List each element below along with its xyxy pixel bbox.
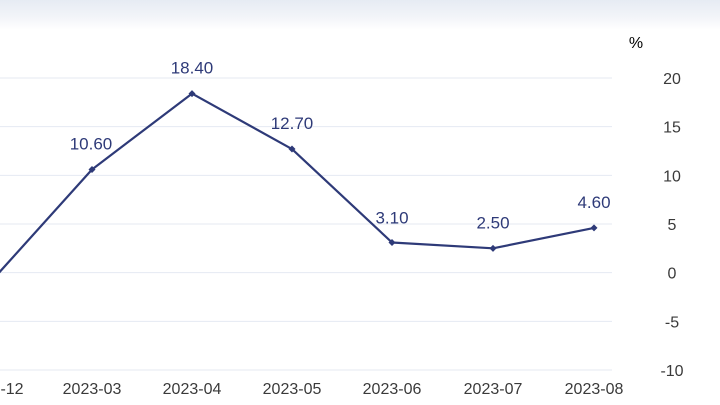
x-tick-label: 2023-06 — [363, 381, 422, 398]
x-tick-label: -12 — [0, 381, 23, 398]
data-point — [489, 244, 497, 252]
x-axis-ticks: -12 2023-03 2023-04 2023-05 2023-06 2023-07 20… — [0, 381, 623, 398]
data-label: 3.10 — [375, 208, 408, 227]
x-tick-label: 2023-05 — [263, 381, 322, 398]
y-tick-label: 0 — [668, 266, 677, 283]
data-point — [88, 165, 96, 173]
data-point — [188, 90, 196, 98]
data-label: 18.40 — [171, 59, 214, 78]
x-tick-label: 2023-07 — [464, 381, 523, 398]
data-label: 4.60 — [577, 193, 610, 212]
grid-lines — [0, 77, 612, 371]
x-tick-label: 2023-03 — [63, 381, 122, 398]
y-tick-label: 10 — [663, 168, 681, 185]
data-label: 12.70 — [271, 114, 314, 133]
data-label: 2.50 — [476, 213, 509, 232]
y-tick-label: 20 — [663, 71, 681, 88]
y-tick-label: 5 — [668, 217, 677, 234]
data-points — [88, 90, 598, 252]
data-point — [388, 238, 396, 246]
data-point — [590, 224, 598, 232]
x-tick-label: 2023-04 — [163, 381, 222, 398]
y-axis-ticks: 20 15 10 5 0 -5 -10 — [660, 71, 683, 380]
data-label: 10.60 — [70, 134, 113, 153]
y-tick-label: 15 — [663, 120, 681, 137]
cropped-header-band — [0, 0, 720, 30]
data-point — [288, 145, 296, 153]
x-tick-label: 2023-08 — [565, 381, 624, 398]
y-tick-label: -5 — [665, 314, 679, 331]
y-axis-unit: % — [629, 35, 643, 52]
y-tick-label: -10 — [660, 363, 683, 380]
